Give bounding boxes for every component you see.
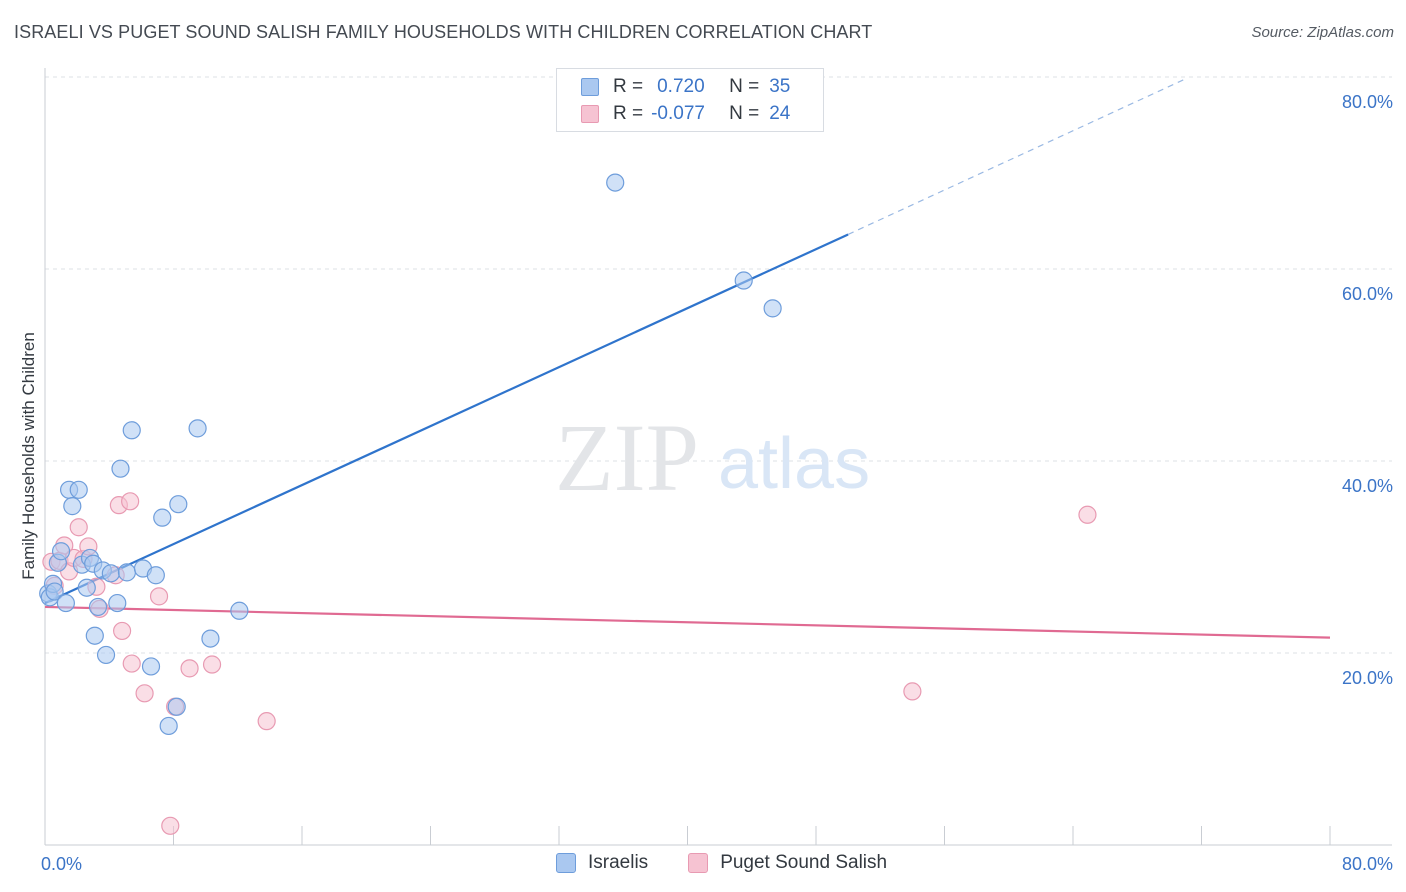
data-point-israelis	[122, 421, 141, 440]
data-point-puget-sound-salish	[903, 682, 922, 701]
data-point-israelis	[606, 173, 625, 192]
legend-r-label: R =	[613, 76, 644, 97]
legend-swatch-blue	[581, 78, 599, 96]
data-point-israelis	[734, 271, 753, 290]
x-tick-label-min: 0.0%	[41, 854, 82, 874]
legend-row-salish: R = -0.077 N = 24	[581, 100, 790, 128]
data-point-israelis	[169, 495, 188, 514]
series-swatch-pink	[688, 853, 709, 873]
data-point-israelis	[153, 508, 172, 527]
series-label-israelis: Israelis	[588, 852, 649, 873]
data-point-puget-sound-salish	[257, 712, 276, 731]
data-point-puget-sound-salish	[149, 587, 169, 606]
chart-title: ISRAELI VS PUGET SOUND SALISH FAMILY HOU…	[14, 22, 873, 42]
data-point-israelis	[763, 299, 782, 318]
data-point-israelis	[77, 578, 96, 597]
watermark-zip: ZIP	[555, 404, 699, 511]
data-point-puget-sound-salish	[69, 518, 88, 537]
series-label-salish: Puget Sound Salish	[720, 852, 888, 873]
trendline-israelis-extension	[847, 78, 1186, 235]
data-point-israelis	[85, 626, 104, 645]
series-swatch-blue	[556, 853, 576, 873]
data-point-israelis	[117, 563, 137, 582]
legend-n-value: 24	[769, 103, 791, 124]
correlation-legend: R = 0.720 N = 35 R = -0.077 N = 24	[556, 68, 824, 132]
data-point-puget-sound-salish	[202, 655, 222, 674]
data-point-israelis	[159, 716, 178, 736]
legend-swatch-pink	[581, 105, 599, 123]
series-legend-israelis: Israelis	[556, 852, 648, 874]
watermark-atlas: atlas	[718, 424, 870, 504]
legend-n-value: 35	[769, 76, 791, 97]
y-tick-label: 80.0%	[1342, 92, 1393, 112]
data-point-israelis	[146, 566, 165, 585]
data-point-israelis	[188, 419, 207, 438]
data-point-puget-sound-salish	[180, 659, 199, 678]
data-point-israelis	[51, 542, 71, 561]
y-tick-label: 60.0%	[1342, 284, 1393, 304]
y-tick-label: 20.0%	[1342, 668, 1393, 688]
data-point-israelis	[101, 564, 120, 583]
data-point-israelis	[230, 601, 249, 620]
legend-r-value: -0.077	[651, 103, 705, 124]
legend-row-israelis: R = 0.720 N = 35	[581, 73, 790, 101]
data-point-israelis	[167, 697, 186, 716]
data-point-israelis	[108, 593, 127, 613]
data-point-israelis	[45, 582, 64, 601]
source-label: Source: ZipAtlas.com	[1251, 24, 1394, 41]
legend-n-label: N =	[729, 76, 760, 97]
data-point-israelis	[141, 657, 161, 676]
data-point-israelis	[63, 497, 82, 516]
trendline-puget-sound-salish	[44, 605, 1331, 639]
series-legend: Israelis Puget Sound Salish	[556, 852, 927, 874]
x-tick-label-max: 80.0%	[1342, 854, 1393, 874]
data-point-israelis	[111, 459, 130, 478]
y-axis-label: Family Households with Children	[19, 332, 38, 580]
data-point-puget-sound-salish	[122, 654, 141, 673]
data-point-israelis	[69, 480, 88, 499]
legend-n-label: N =	[729, 103, 760, 124]
data-point-puget-sound-salish	[1078, 505, 1097, 524]
data-point-israelis	[56, 593, 75, 613]
data-point-puget-sound-salish	[121, 492, 140, 511]
series-legend-salish: Puget Sound Salish	[688, 852, 887, 874]
data-point-puget-sound-salish	[135, 684, 154, 703]
data-point-israelis	[96, 645, 116, 665]
data-point-puget-sound-salish	[112, 621, 132, 641]
data-point-israelis	[201, 629, 220, 648]
data-point-israelis	[88, 597, 108, 617]
data-point-puget-sound-salish	[161, 816, 180, 835]
trendline-israelis	[44, 233, 849, 605]
y-tick-label: 40.0%	[1342, 476, 1393, 496]
legend-r-value: 0.720	[657, 76, 705, 97]
legend-r-label: R =	[613, 103, 644, 124]
